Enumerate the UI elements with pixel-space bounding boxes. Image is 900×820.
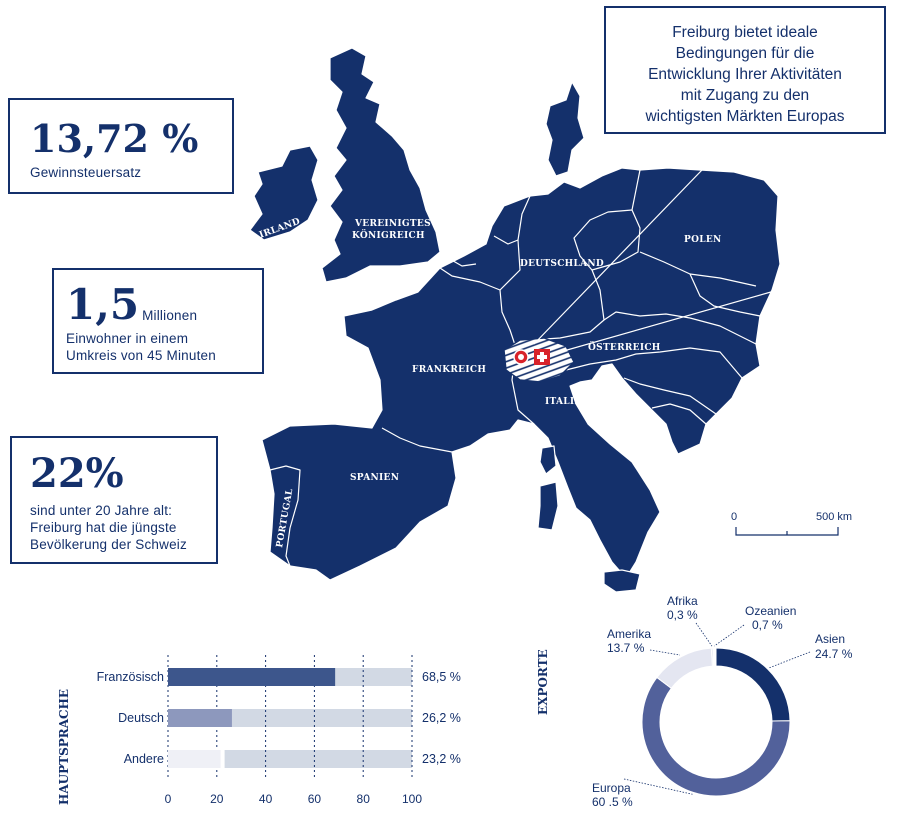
slice-value-label: 0,7 % — [752, 618, 783, 632]
intro-line: mit Zugang zu den — [680, 87, 810, 104]
slice-name-label: Europa — [592, 781, 631, 795]
label-deutschland: DEUTSCHLAND — [520, 259, 604, 269]
leader-line — [623, 778, 693, 795]
label-oesterreich: ÖSTERREICH — [588, 340, 661, 353]
x-tick-label: 40 — [259, 792, 273, 806]
tax-value: 13,72 % — [30, 116, 199, 161]
language-bar-chart: HAUPTSPRACHE 0 20 40 60 80 100 Französisch 68,5 … — [57, 655, 461, 806]
bar-value — [168, 668, 336, 686]
value-label: 23,2 % — [422, 752, 461, 766]
bar-value — [168, 750, 221, 768]
ireland-shape — [249, 145, 319, 241]
slice-value-label: 0,3 % — [667, 608, 698, 622]
population-value: 1,5 — [66, 280, 140, 329]
label-uk-2: KÖNIGREICH — [352, 228, 425, 241]
intro-line: Entwicklung Ihrer Aktivitäten — [648, 66, 842, 83]
freiburg-marker-icon — [513, 349, 529, 365]
bar-background — [168, 750, 412, 768]
youth-line: sind unter 20 Jahre alt: — [30, 503, 173, 518]
category-label: Andere — [124, 752, 164, 766]
label-polen: POLEN — [684, 235, 722, 245]
intro-box: Freiburg bietet ideale Bedingungen für d… — [604, 6, 886, 134]
slice-name-label: Asien — [815, 632, 845, 646]
slice-value-label: 13.7 % — [607, 641, 645, 655]
bar-chart-title: HAUPTSPRACHE — [57, 689, 71, 805]
population-line: Umkreis von 45 Minuten — [66, 348, 216, 363]
x-tick-label: 100 — [402, 792, 422, 806]
intro-line: wichtigsten Märkten Europas — [645, 108, 845, 125]
category-label: Französisch — [97, 670, 164, 684]
value-label: 26,2 % — [422, 711, 461, 725]
label-spanien: SPANIEN — [350, 473, 399, 483]
europe-map: IRLAND VEREINIGTES KÖNIGREICH DEUTSCHLAN… — [249, 47, 852, 593]
label-uk-1: VEREINIGTES — [354, 219, 431, 229]
sicily-shape — [603, 569, 641, 593]
population-box: 1,5 Millionen Einwohner in einem Umkreis… — [52, 268, 264, 374]
population-line: Einwohner in einem — [66, 331, 189, 346]
scale-start: 0 — [731, 511, 737, 523]
uk-shape — [321, 47, 441, 283]
swiss-flag-icon — [534, 349, 550, 365]
slice-name-label: Ozeanien — [745, 604, 796, 618]
youth-line: Bevölkerung der Schweiz — [30, 537, 187, 552]
slice-name-label: Amerika — [607, 627, 651, 641]
sardinia-shape — [537, 481, 559, 531]
population-unit: Millionen — [142, 308, 198, 323]
donut-slice-europa — [641, 676, 791, 797]
slice-name-label: Afrika — [667, 595, 698, 608]
label-italien: ITALIEN — [545, 397, 590, 407]
youth-box: 22% sind unter 20 Jahre alt: Freiburg ha… — [10, 436, 218, 564]
scandinavia-shape — [545, 81, 585, 177]
x-tick-label: 80 — [357, 792, 371, 806]
x-tick-label: 0 — [165, 792, 172, 806]
tax-label: Gewinnsteuersatz — [30, 165, 142, 180]
leader-line — [769, 651, 811, 669]
youth-value: 22% — [30, 450, 124, 497]
corsica-shape — [539, 445, 557, 475]
x-tick-label: 60 — [308, 792, 322, 806]
slice-value-label: 60 .5 % — [592, 795, 633, 809]
slice-value-label: 24.7 % — [815, 647, 853, 661]
tax-box: 13,72 % Gewinnsteuersatz — [8, 98, 234, 194]
intro-line: Freiburg bietet ideale — [672, 24, 818, 41]
category-label: Deutsch — [118, 711, 164, 725]
scale-end: 500 km — [816, 511, 852, 523]
youth-line: Freiburg hat die jüngste — [30, 520, 177, 535]
x-tick-label: 20 — [210, 792, 224, 806]
donut-slice-ozeanien — [712, 647, 717, 667]
leader-line — [649, 649, 681, 656]
scale-bar — [735, 527, 839, 536]
donut-slice-asien — [715, 647, 791, 722]
bar-value — [168, 709, 232, 727]
donut-chart-title: EXPORTE — [536, 649, 550, 715]
leader-line — [714, 624, 745, 647]
donut-slice-amerika — [656, 647, 714, 689]
leader-line — [695, 622, 713, 647]
label-frankreich: FRANKREICH — [412, 365, 486, 375]
value-label: 68,5 % — [422, 670, 461, 684]
intro-line: Bedingungen für die — [675, 45, 815, 62]
